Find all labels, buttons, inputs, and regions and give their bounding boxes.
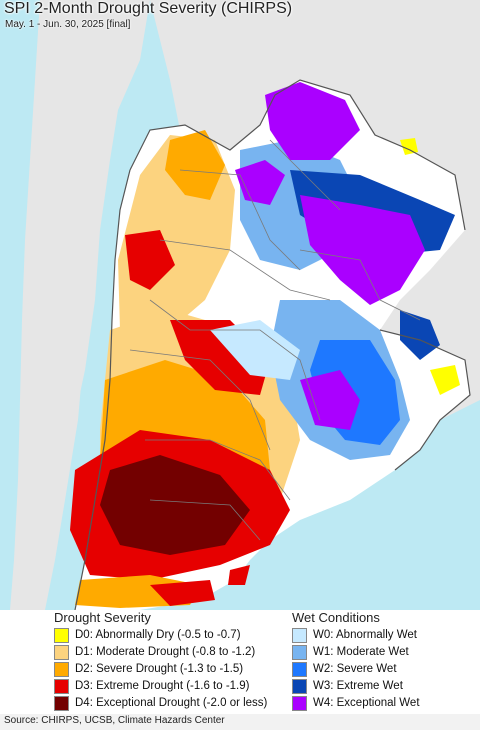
wet-legend-heading: Wet Conditions <box>292 610 380 625</box>
w4-patch-southeast <box>300 370 360 430</box>
legend-item-d3: D3: Extreme Drought (-1.6 to -1.9) <box>54 678 249 694</box>
chile-strip <box>12 0 120 610</box>
legend-swatch <box>292 661 307 677</box>
admin-borders <box>129 139 421 541</box>
legend-label: D0: Abnormally Dry (-0.5 to -0.7) <box>75 629 241 641</box>
legend-panel: Drought Severity Wet Conditions D0: Abno… <box>0 610 480 714</box>
drought-map: SPI 2-Month Drought Severity (CHIRPS) Ma… <box>0 0 480 610</box>
legend-item-w2: W2: Severe Wet <box>292 661 397 677</box>
d3-patch-west <box>125 230 175 290</box>
d2-patch-northwest <box>165 130 225 200</box>
legend-item-w3: W3: Extreme Wet <box>292 678 403 694</box>
legend-swatch <box>292 627 307 643</box>
legend-swatch <box>54 678 69 694</box>
d3-patch-coast <box>228 565 250 585</box>
country-borders <box>74 79 471 610</box>
legend-swatch <box>54 644 69 660</box>
legend-swatch <box>54 661 69 677</box>
legend-item-d0: D0: Abnormally Dry (-0.5 to -0.7) <box>54 627 241 643</box>
legend-item-w4: W4: Exceptional Wet <box>292 695 420 711</box>
drought-legend-heading: Drought Severity <box>54 610 151 625</box>
d3-patch-far-south <box>150 580 215 606</box>
w4-patch-west-chaco <box>235 160 285 205</box>
legend-label: W2: Severe Wet <box>313 663 397 675</box>
legend-swatch <box>54 695 69 711</box>
legend-label: W0: Abnormally Wet <box>313 629 417 641</box>
w0-patch-mesopotamia <box>210 320 300 380</box>
d0-patch-northeast <box>430 365 460 395</box>
legend-label: D1: Moderate Drought (-0.8 to -1.2) <box>75 646 256 658</box>
w4-patch-east <box>300 195 425 305</box>
d4-patch-south <box>100 455 250 555</box>
legend-swatch <box>292 678 307 694</box>
legend-label: D4: Exceptional Drought (-2.0 or less) <box>75 697 268 709</box>
legend-item-d1: D1: Moderate Drought (-0.8 to -1.2) <box>54 644 255 660</box>
legend-item-w1: W1: Moderate Wet <box>292 644 409 660</box>
legend-swatch <box>292 695 307 711</box>
legend-item-w0: W0: Abnormally Wet <box>292 627 417 643</box>
w3-patch-corner <box>400 310 440 360</box>
legend-label: D2: Severe Drought (-1.3 to -1.5) <box>75 663 244 675</box>
legend-swatch <box>54 627 69 643</box>
legend-swatch <box>292 644 307 660</box>
legend-label: W4: Exceptional Wet <box>313 697 420 709</box>
legend-label: W3: Extreme Wet <box>313 680 403 692</box>
source-credit: Source: CHIRPS, UCSB, Climate Hazards Ce… <box>4 715 225 726</box>
d0-patch-north <box>400 138 418 155</box>
map-title: SPI 2-Month Drought Severity (CHIRPS) <box>4 0 293 17</box>
pacific-ocean <box>0 0 40 610</box>
legend-item-d4: D4: Exceptional Drought (-2.0 or less) <box>54 695 267 711</box>
legend-label: D3: Extreme Drought (-1.6 to -1.9) <box>75 680 250 692</box>
w4-patch-north <box>265 82 360 160</box>
legend-label: W1: Moderate Wet <box>313 646 409 658</box>
legend-item-d2: D2: Severe Drought (-1.3 to -1.5) <box>54 661 243 677</box>
map-canvas <box>0 0 480 610</box>
map-subtitle: May. 1 - Jun. 30, 2025 [final] <box>5 19 131 30</box>
footer: Source: CHIRPS, UCSB, Climate Hazards Ce… <box>0 714 480 730</box>
